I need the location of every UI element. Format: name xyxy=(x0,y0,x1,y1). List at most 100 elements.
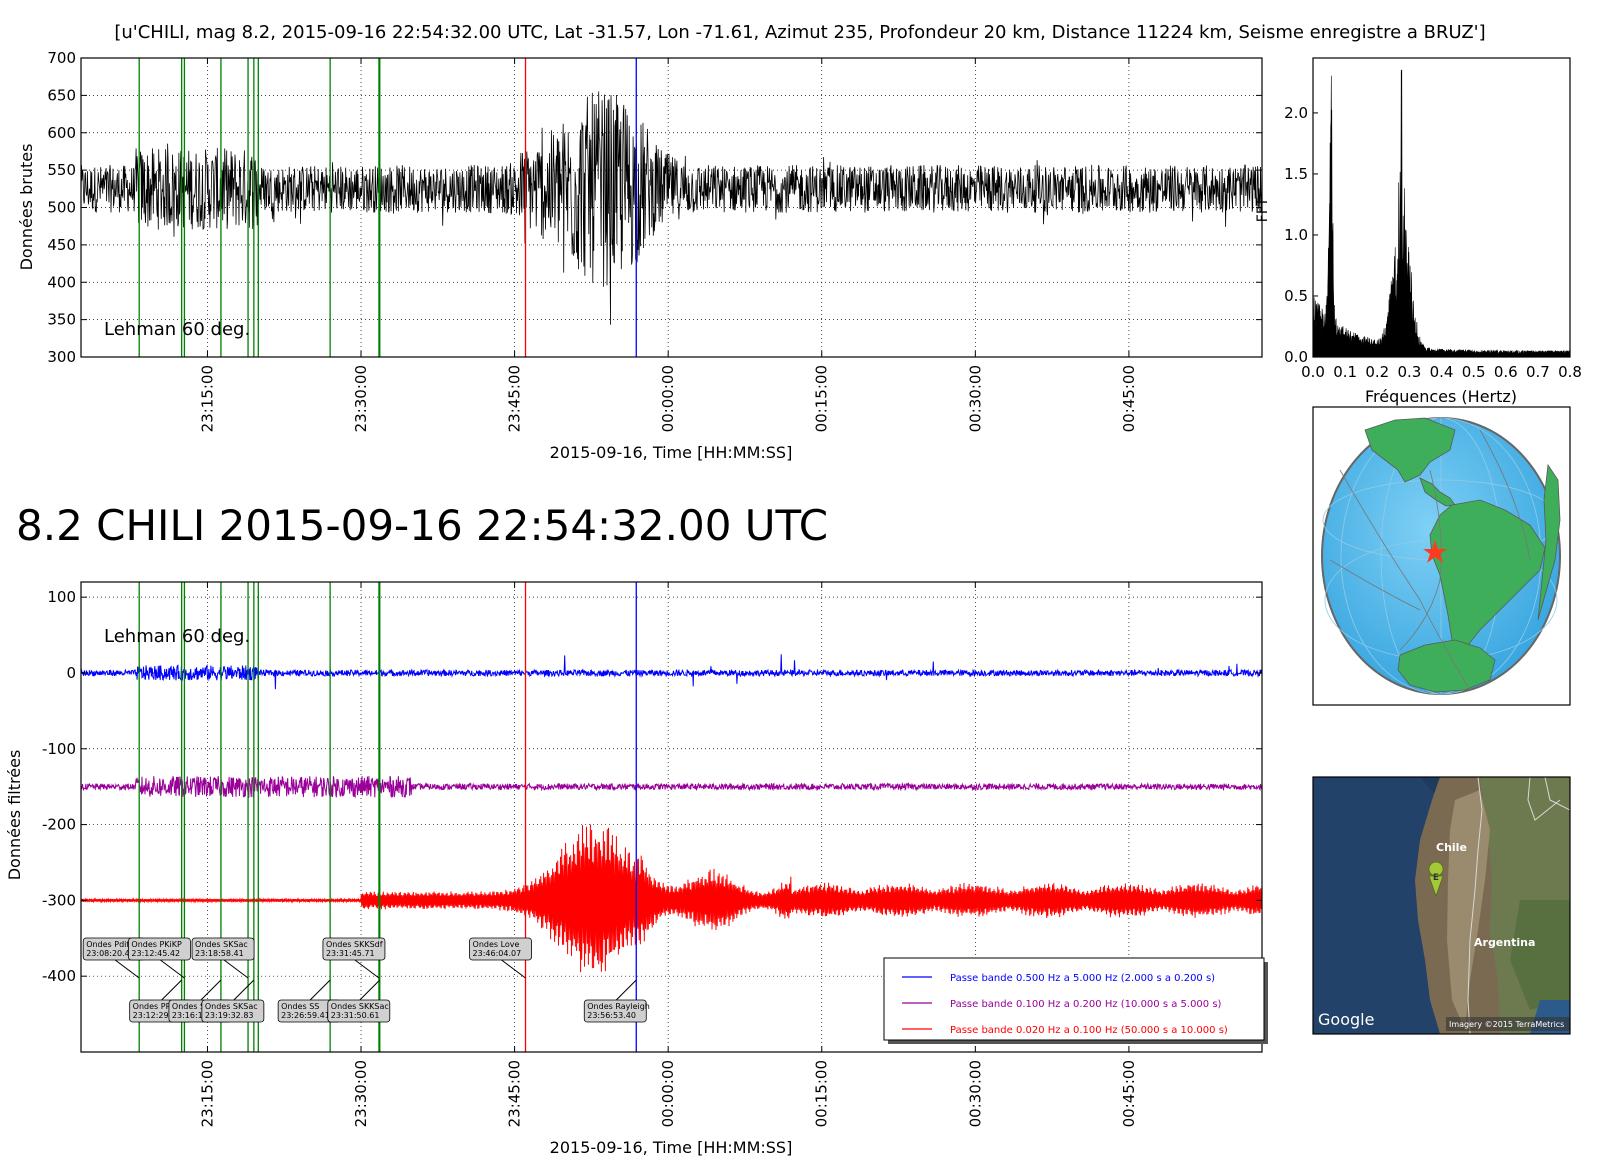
x-tick-label: 00:15:00 xyxy=(813,1060,831,1127)
svg-text:23:31:50.61: 23:31:50.61 xyxy=(331,1011,380,1020)
svg-text:23:19:32.83: 23:19:32.83 xyxy=(205,1011,254,1020)
google-logo: Google xyxy=(1318,1010,1374,1029)
y-tick-label: 700 xyxy=(47,49,76,67)
fft-ylabel: FFT xyxy=(1255,197,1271,222)
x-tick-label: 23:30:00 xyxy=(352,365,370,432)
fft-y-tick-label: 1.0 xyxy=(1284,226,1308,244)
y-tick-label: 650 xyxy=(47,86,76,104)
svg-text:Ondes SKSac: Ondes SKSac xyxy=(205,1002,258,1011)
svg-text:Ondes SKKSac: Ondes SKKSac xyxy=(331,1002,389,1011)
x-tick-label: 00:30:00 xyxy=(966,365,984,432)
y-tick-label: 400 xyxy=(47,273,76,291)
y-tick-label: 350 xyxy=(47,311,76,329)
map-label-argentina: Argentina xyxy=(1474,936,1535,949)
globe-map xyxy=(1312,406,1571,706)
fft-x-tick-label: 0.4 xyxy=(1430,363,1454,381)
fft-y-tick-label: 2.0 xyxy=(1284,104,1308,122)
svg-text:23:26:59.41: 23:26:59.41 xyxy=(281,1011,330,1020)
x-tick-label: 23:15:00 xyxy=(198,365,216,432)
filtered-annotation: Lehman 60 deg. xyxy=(104,626,250,647)
filtered-series-red xyxy=(81,824,1262,973)
fft-x-tick-label: 0.5 xyxy=(1462,363,1486,381)
x-tick-label: 00:30:00 xyxy=(966,1060,984,1127)
fft-panel: 0.0 0.5 1.0 1.5 2.0 0.0 0.1 0.2 0.3 0.4 0.5 0.6 0.7… xyxy=(1255,57,1582,406)
legend-label: Passe bande 0.500 Hz a 5.000 Hz (2.000 s… xyxy=(950,973,1215,984)
map-pin-icon: E xyxy=(1428,861,1444,898)
raw-signal-trace xyxy=(81,91,1262,325)
x-tick-label: 00:45:00 xyxy=(1120,1060,1138,1127)
headline: 8.2 CHILI 2015-09-16 22:54:32.00 UTC xyxy=(16,501,828,550)
filtered-xlabel: 2015-09-16, Time [HH:MM:SS] xyxy=(550,1138,793,1157)
raw-phase-lines xyxy=(138,58,637,357)
svg-text:23:56:53.40: 23:56:53.40 xyxy=(587,1011,636,1020)
legend-label: Passe bande 0.020 Hz a 0.100 Hz (50.000 … xyxy=(950,1025,1228,1036)
raw-panel: 300 350 400 450 500 550 600 650 700 23:15:00 23:3… xyxy=(17,49,1263,462)
map-label-chile: Chile xyxy=(1436,841,1467,854)
svg-text:Ondes SS: Ondes SS xyxy=(281,1002,319,1011)
fft-x-tick-label: 0.6 xyxy=(1494,363,1518,381)
y-tick-label: 0 xyxy=(66,664,76,682)
svg-text:23:08:20.42: 23:08:20.42 xyxy=(86,949,135,958)
svg-text:Ondes Rayleigh: Ondes Rayleigh xyxy=(587,1002,650,1011)
svg-text:Ondes PKiKP: Ondes PKiKP xyxy=(131,940,182,949)
fft-x-tick-label: 0.3 xyxy=(1397,363,1421,381)
x-tick-label: 00:15:00 xyxy=(813,365,831,432)
x-tick-label: 23:45:00 xyxy=(506,365,524,432)
filtered-series-purple xyxy=(81,775,1262,799)
fft-y-tick-label: 1.5 xyxy=(1284,165,1308,183)
filtered-ylabel: Données filtrées xyxy=(5,750,24,881)
x-tick-label: 00:45:00 xyxy=(1120,365,1138,432)
fft-x-ticks: 0.0 0.1 0.2 0.3 0.4 0.5 0.6 0.7 0.8 xyxy=(1301,352,1582,381)
x-tick-label: 23:15:00 xyxy=(198,1060,216,1127)
x-tick-label: 00:00:00 xyxy=(659,1060,677,1127)
y-tick-label: 500 xyxy=(47,199,76,217)
figure-title: [u'CHILI, mag 8.2, 2015-09-16 22:54:32.0… xyxy=(114,22,1485,43)
svg-text:23:12:29.17: 23:12:29.17 xyxy=(133,1011,182,1020)
svg-text:Ondes SKSac: Ondes SKSac xyxy=(195,940,248,949)
fft-y-tick-label: 0.5 xyxy=(1284,287,1308,305)
fft-x-tick-label: 0.2 xyxy=(1365,363,1389,381)
legend: Passe bande 0.500 Hz a 5.000 Hz (2.000 s… xyxy=(883,957,1268,1044)
fft-x-tick-label: 0.8 xyxy=(1558,363,1582,381)
epicenter-star-icon xyxy=(1423,540,1447,563)
fft-xlabel: Fréquences (Hertz) xyxy=(1365,387,1517,406)
y-tick-label: -200 xyxy=(42,816,76,834)
raw-xlabel: 2015-09-16, Time [HH:MM:SS] xyxy=(550,443,793,462)
svg-text:23:18:58.41: 23:18:58.41 xyxy=(195,949,244,958)
svg-text:Ondes PP: Ondes PP xyxy=(133,1002,171,1011)
fft-y-ticks: 0.0 0.5 1.0 1.5 2.0 xyxy=(1284,104,1318,366)
y-tick-label: -100 xyxy=(42,740,76,758)
raw-x-ticks: 23:15:00 23:30:00 23:45:00 00:00:00 00:15:00… xyxy=(198,58,1138,432)
raw-ylabel: Données brutes xyxy=(17,144,36,271)
svg-text:Ondes Love: Ondes Love xyxy=(473,940,520,949)
svg-text:Ondes SKiKP: Ondes SKiKP xyxy=(172,1002,223,1011)
svg-text:23:12:45.42: 23:12:45.42 xyxy=(131,949,180,958)
filtered-x-ticks: 23:15:00 23:30:00 23:45:00 00:00:00 00:15:00… xyxy=(198,582,1138,1127)
y-tick-label: 600 xyxy=(47,124,76,142)
y-tick-label: 450 xyxy=(47,236,76,254)
x-tick-label: 00:00:00 xyxy=(659,365,677,432)
x-tick-label: 23:45:00 xyxy=(506,1060,524,1127)
svg-text:23:16:19.22: 23:16:19.22 xyxy=(172,1011,221,1020)
fft-x-tick-label: 0.1 xyxy=(1333,363,1357,381)
fft-x-tick-label: 0.7 xyxy=(1526,363,1550,381)
filtered-y-ticks: 100 0 -100 -200 -300 -400 xyxy=(42,588,1262,985)
fft-x-tick-label: 0.0 xyxy=(1301,363,1325,381)
y-tick-label: 300 xyxy=(47,348,76,366)
y-tick-label: 100 xyxy=(47,588,76,606)
filtered-phase-lines xyxy=(138,582,637,1052)
raw-y-ticks: 300 350 400 450 500 550 600 650 700 xyxy=(47,49,1262,366)
filtered-series-blue xyxy=(81,654,1262,690)
y-tick-label: -300 xyxy=(42,891,76,909)
y-tick-label: -400 xyxy=(42,967,76,985)
